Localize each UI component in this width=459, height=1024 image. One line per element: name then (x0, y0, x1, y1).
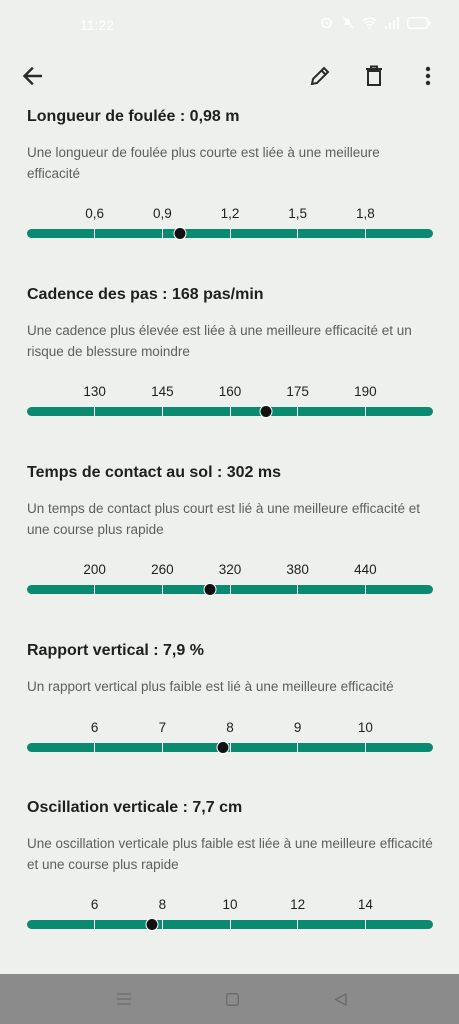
metric-title: Longueur de foulée : 0,98 m (27, 108, 240, 125)
mute-icon (342, 16, 354, 29)
tick-mark (161, 743, 163, 752)
tick-label: 10 (357, 720, 373, 735)
back-button[interactable] (12, 52, 52, 100)
tick-label: 6 (90, 897, 99, 912)
arrow-back-icon (22, 67, 42, 85)
tick-label: 175 (286, 384, 309, 399)
metric-scale: 6 8 10 12 14 (27, 897, 433, 937)
tick-mark (364, 229, 366, 238)
tick-label: 320 (218, 562, 242, 577)
triangle-back-icon (334, 992, 347, 1006)
metric-section-stride-length: Longueur de foulée : 0,98 m Une longueur… (27, 107, 433, 240)
tick-mark (161, 920, 163, 929)
tick-mark (161, 585, 163, 594)
status-bar: 11:22 (0, 0, 459, 52)
metric-description: Un temps de contact plus court est lié à… (27, 501, 420, 537)
metric-scale: 130 145 160 175 190 (27, 384, 433, 424)
value-marker (173, 227, 187, 240)
tick-label: 200 (83, 562, 106, 577)
metric-section-cadence: Cadence des pas : 168 pas/min Une cadenc… (27, 285, 433, 418)
tick-label: 160 (218, 384, 242, 399)
tick-mark (229, 920, 231, 929)
tick-label: 10 (222, 897, 238, 912)
tick-label: 0,6 (85, 206, 105, 221)
system-nav-bar (0, 974, 459, 1024)
tick-mark (94, 743, 96, 752)
tick-mark (364, 920, 366, 929)
tick-label: 145 (151, 384, 174, 399)
tick-label: 6 (90, 720, 99, 735)
tick-mark (94, 407, 96, 416)
alarm-icon (321, 17, 332, 29)
tick-label: 1,5 (288, 206, 308, 221)
status-time: 11:22 (80, 17, 114, 33)
tick-mark (161, 229, 163, 238)
tick-label: 14 (357, 897, 373, 912)
tick-label: 8 (158, 897, 167, 912)
tick-mark (297, 920, 299, 929)
signal-icon (385, 16, 399, 29)
square-icon (225, 992, 239, 1006)
delete-button[interactable] (354, 52, 394, 100)
app-bar (0, 52, 459, 100)
tick-mark (297, 585, 299, 594)
metric-title: Rapport vertical : 7,9 % (27, 642, 204, 659)
metric-section-ground-contact-time: Temps de contact au sol : 302 ms Un temp… (27, 463, 433, 596)
more-vertical-icon (425, 66, 431, 86)
tick-label: 440 (354, 562, 377, 577)
tick-mark (297, 229, 299, 238)
metric-scale: 0,6 0,9 1,2 1,5 1,8 (27, 206, 433, 246)
menu-lines-icon (117, 993, 131, 1005)
value-marker (203, 583, 217, 596)
tick-mark (297, 743, 299, 752)
tick-label: 260 (151, 562, 174, 577)
metric-scale: 200 260 320 380 440 (27, 562, 433, 602)
tick-mark (94, 585, 96, 594)
pencil-icon (310, 66, 330, 86)
tick-label: 190 (354, 384, 377, 399)
tick-label: 380 (286, 562, 309, 577)
tick-label: 9 (293, 720, 302, 735)
tick-label: 7 (158, 720, 167, 735)
tick-mark (364, 407, 366, 416)
tick-mark (229, 407, 231, 416)
value-marker (259, 405, 273, 418)
tick-label: 1,2 (220, 206, 240, 221)
metric-description: Une oscillation verticale plus faible es… (27, 836, 433, 872)
wifi-icon (362, 17, 377, 29)
metric-section-vertical-ratio: Rapport vertical : 7,9 % Un rapport vert… (27, 641, 433, 754)
tick-mark (161, 407, 163, 416)
tick-mark (229, 585, 231, 594)
tick-label: 130 (83, 384, 106, 399)
status-icons (320, 16, 431, 29)
tick-mark (364, 585, 366, 594)
metric-section-vertical-oscillation: Oscillation verticale : 7,7 cm Une oscil… (27, 798, 433, 931)
tick-mark (364, 743, 366, 752)
tick-mark (94, 229, 96, 238)
home-button[interactable] (222, 989, 242, 1009)
battery-icon (407, 16, 431, 29)
metric-description: Un rapport vertical plus faible est lié … (27, 679, 394, 694)
metric-description: Une cadence plus élevée est liée à une m… (27, 323, 412, 359)
trash-icon (366, 65, 382, 86)
metric-title: Cadence des pas : 168 pas/min (27, 286, 264, 303)
tick-mark (229, 743, 231, 752)
tick-label: 8 (226, 720, 234, 735)
metric-title: Temps de contact au sol : 302 ms (27, 464, 282, 481)
nav-back-button[interactable] (330, 989, 350, 1009)
edit-button[interactable] (300, 52, 340, 100)
tick-label: 0,9 (152, 206, 172, 221)
value-marker (216, 741, 230, 754)
tick-mark (94, 920, 96, 929)
metric-title: Oscillation verticale : 7,7 cm (27, 799, 243, 816)
recents-button[interactable] (114, 989, 134, 1009)
tick-label: 1,8 (355, 206, 375, 221)
tick-label: 12 (290, 897, 306, 912)
tick-mark (297, 407, 299, 416)
metric-scale: 6 7 8 9 10 (27, 720, 433, 760)
tick-mark (229, 229, 231, 238)
more-options-button[interactable] (408, 52, 448, 100)
metric-description: Une longueur de foulée plus courte est l… (27, 145, 380, 181)
value-marker (145, 918, 159, 931)
